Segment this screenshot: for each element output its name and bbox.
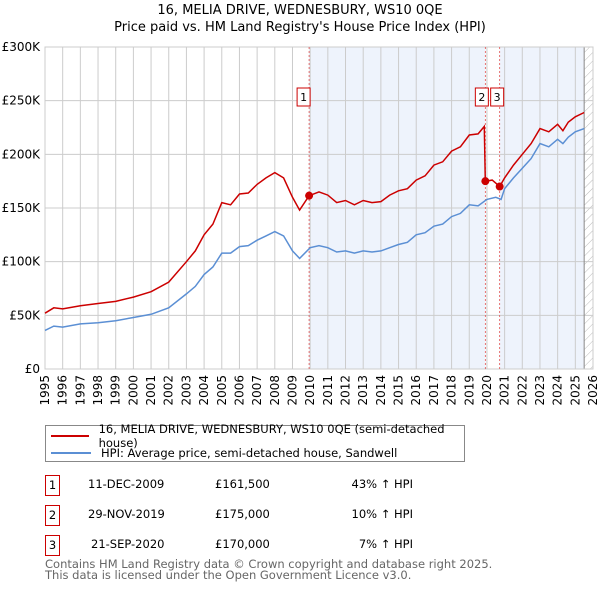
hpi-series-line [44, 127, 585, 332]
plot-area: 1995 1996 1997 1998 1999 2000 2001 2002 2003 2004… [2, 40, 600, 406]
legend-item-property: 16, MELIA DRIVE, WEDNESBURY, WS10 0QE (s… [51, 422, 464, 450]
table-row: 1 11-DEC-2009 £161,500 43% ↑ HPI [45, 475, 465, 497]
x-tick-label: 2011 [321, 375, 335, 406]
x-tick-label: 2010 [303, 375, 317, 406]
x-tick-label: 2025 [568, 375, 582, 406]
chart-subtitle: Price paid vs. HM Land Registry's House … [114, 20, 486, 35]
property-series-line [44, 111, 585, 314]
x-tick-label: 2021 [498, 375, 512, 406]
copyright-line: Contains HM Land Registry data © Crown c… [45, 557, 493, 571]
sale-price: £161,500 [215, 477, 270, 491]
hpi-diff: 7% ↑ HPI [358, 537, 413, 551]
sale-label-box [490, 87, 505, 107]
hpi-diff: 43% ↑ HPI [351, 477, 413, 491]
y-tick-label: £0 [25, 362, 40, 376]
sale-point [495, 182, 504, 191]
sale-price: £170,000 [215, 537, 270, 551]
y-tick-label: £150K [2, 201, 42, 215]
x-tick-label: 1996 [56, 375, 70, 406]
x-tick-label: 2001 [144, 375, 158, 406]
x-tick-label: 2022 [515, 375, 529, 406]
x-tick-label: 2015 [392, 375, 406, 406]
x-tick-label: 2023 [533, 375, 547, 406]
footer: Contains HM Land Registry data © Crown c… [45, 557, 493, 582]
x-tick-label: 2000 [126, 375, 140, 406]
y-tick-label: £250K [2, 94, 42, 108]
x-tick-label: 2018 [445, 375, 459, 406]
plot-border [44, 46, 594, 370]
x-tick-label: 2019 [462, 375, 476, 406]
sale-label: 3 [494, 91, 501, 104]
y-tick-label: £200K [2, 147, 42, 161]
x-tick-label: 2004 [197, 375, 211, 406]
x-tick-label: 1995 [38, 375, 52, 406]
x-tick-label: 2024 [551, 375, 565, 406]
chart-title: 16, MELIA DRIVE, WEDNESBURY, WS10 0QE [157, 3, 443, 18]
x-tick-label: 1997 [73, 375, 87, 406]
y-tick-label: £50K [9, 308, 41, 322]
x-tick-label: 2012 [339, 375, 353, 406]
legend-label: 16, MELIA DRIVE, WEDNESBURY, WS10 0QE (s… [98, 422, 445, 450]
legend-label: HPI: Average price, semi-detached house,… [101, 446, 398, 460]
x-tick-label: 2009 [285, 375, 299, 406]
y-tick-label: £100K [2, 255, 42, 269]
sale-price: £175,000 [215, 507, 270, 521]
x-tick-label: 2007 [250, 375, 264, 406]
sale-label-box [296, 87, 311, 107]
table-row: 3 21-SEP-2020 £170,000 7% ↑ HPI [45, 535, 465, 557]
marker-badge: 3 [45, 535, 60, 556]
sale-date: 21-SEP-2020 [91, 537, 165, 551]
marker-badge: 2 [45, 505, 60, 526]
x-tick-label: 2003 [179, 375, 193, 406]
sale-date: 11-DEC-2009 [88, 477, 165, 491]
x-tick-label: 2020 [480, 375, 494, 406]
x-tick-label: 2006 [232, 375, 246, 406]
x-tick-label: 2002 [162, 375, 176, 406]
hpi-diff: 10% ↑ HPI [351, 507, 413, 521]
sale-label-box [474, 87, 489, 107]
x-tick-label: 1999 [109, 375, 123, 406]
sale-point [305, 191, 314, 200]
legend-item-hpi: HPI: Average price, semi-detached house,… [51, 445, 397, 461]
x-tick-label: 2005 [215, 375, 229, 406]
x-tick-label: 2017 [427, 375, 441, 406]
legend-swatch-blue [51, 452, 91, 454]
x-tick-label: 1998 [91, 375, 105, 406]
licence-line: This data is licensed under the Open Gov… [45, 568, 412, 582]
sale-date: 29-NOV-2019 [88, 507, 165, 521]
y-tick-label: £300K [2, 40, 42, 54]
marker-badge: 1 [45, 475, 60, 496]
table-row: 2 29-NOV-2019 £175,000 10% ↑ HPI [45, 505, 465, 527]
x-tick-label: 2026 [586, 375, 600, 406]
x-tick-label: 2013 [356, 375, 370, 406]
x-tick-label: 2014 [374, 375, 388, 406]
sale-point [481, 177, 490, 186]
sale-label: 2 [478, 91, 485, 104]
legend-swatch-red [51, 435, 89, 437]
x-tick-label: 2016 [409, 375, 423, 406]
sale-label: 1 [300, 91, 307, 104]
x-tick-label: 2008 [268, 375, 282, 406]
legend: 16, MELIA DRIVE, WEDNESBURY, WS10 0QE (s… [45, 422, 465, 462]
